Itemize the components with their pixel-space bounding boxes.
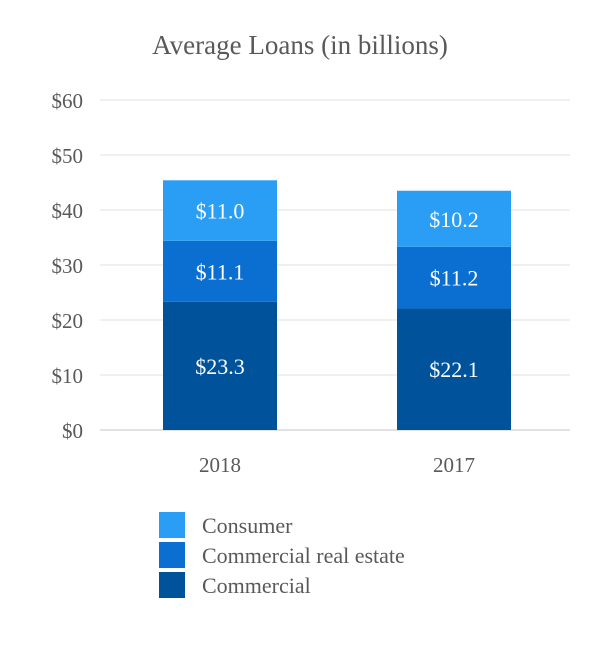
bar-segment <box>163 240 277 302</box>
data-label: $11.1 <box>196 259 245 284</box>
y-tick-label: $20 <box>52 309 84 333</box>
data-label: $11.2 <box>430 266 479 291</box>
x-tick-label: 2018 <box>199 453 241 477</box>
legend-label: Consumer <box>202 513 293 538</box>
data-label: $22.1 <box>429 357 479 382</box>
legend-label: Commercial <box>202 573 311 598</box>
bar-segment <box>163 301 277 430</box>
bar-segment <box>397 308 511 430</box>
data-label: $11.0 <box>196 199 245 224</box>
legend-swatch <box>159 512 185 538</box>
y-tick-label: $60 <box>52 89 84 113</box>
legend-swatch <box>159 572 185 598</box>
y-tick-label: $10 <box>52 364 84 388</box>
bar-segment <box>163 180 277 241</box>
y-tick-label: $50 <box>52 144 84 168</box>
legend-label: Commercial real estate <box>202 543 405 568</box>
chart-title: Average Loans (in billions) <box>152 30 448 60</box>
bar-segment <box>397 246 511 309</box>
x-tick-label: 2017 <box>433 453 475 477</box>
bar-segment <box>397 190 511 247</box>
legend-swatch <box>159 542 185 568</box>
y-tick-label: $0 <box>62 419 83 443</box>
data-label: $23.3 <box>195 354 245 379</box>
y-tick-label: $40 <box>52 199 84 223</box>
data-label: $10.2 <box>429 207 479 232</box>
y-tick-label: $30 <box>52 254 84 278</box>
